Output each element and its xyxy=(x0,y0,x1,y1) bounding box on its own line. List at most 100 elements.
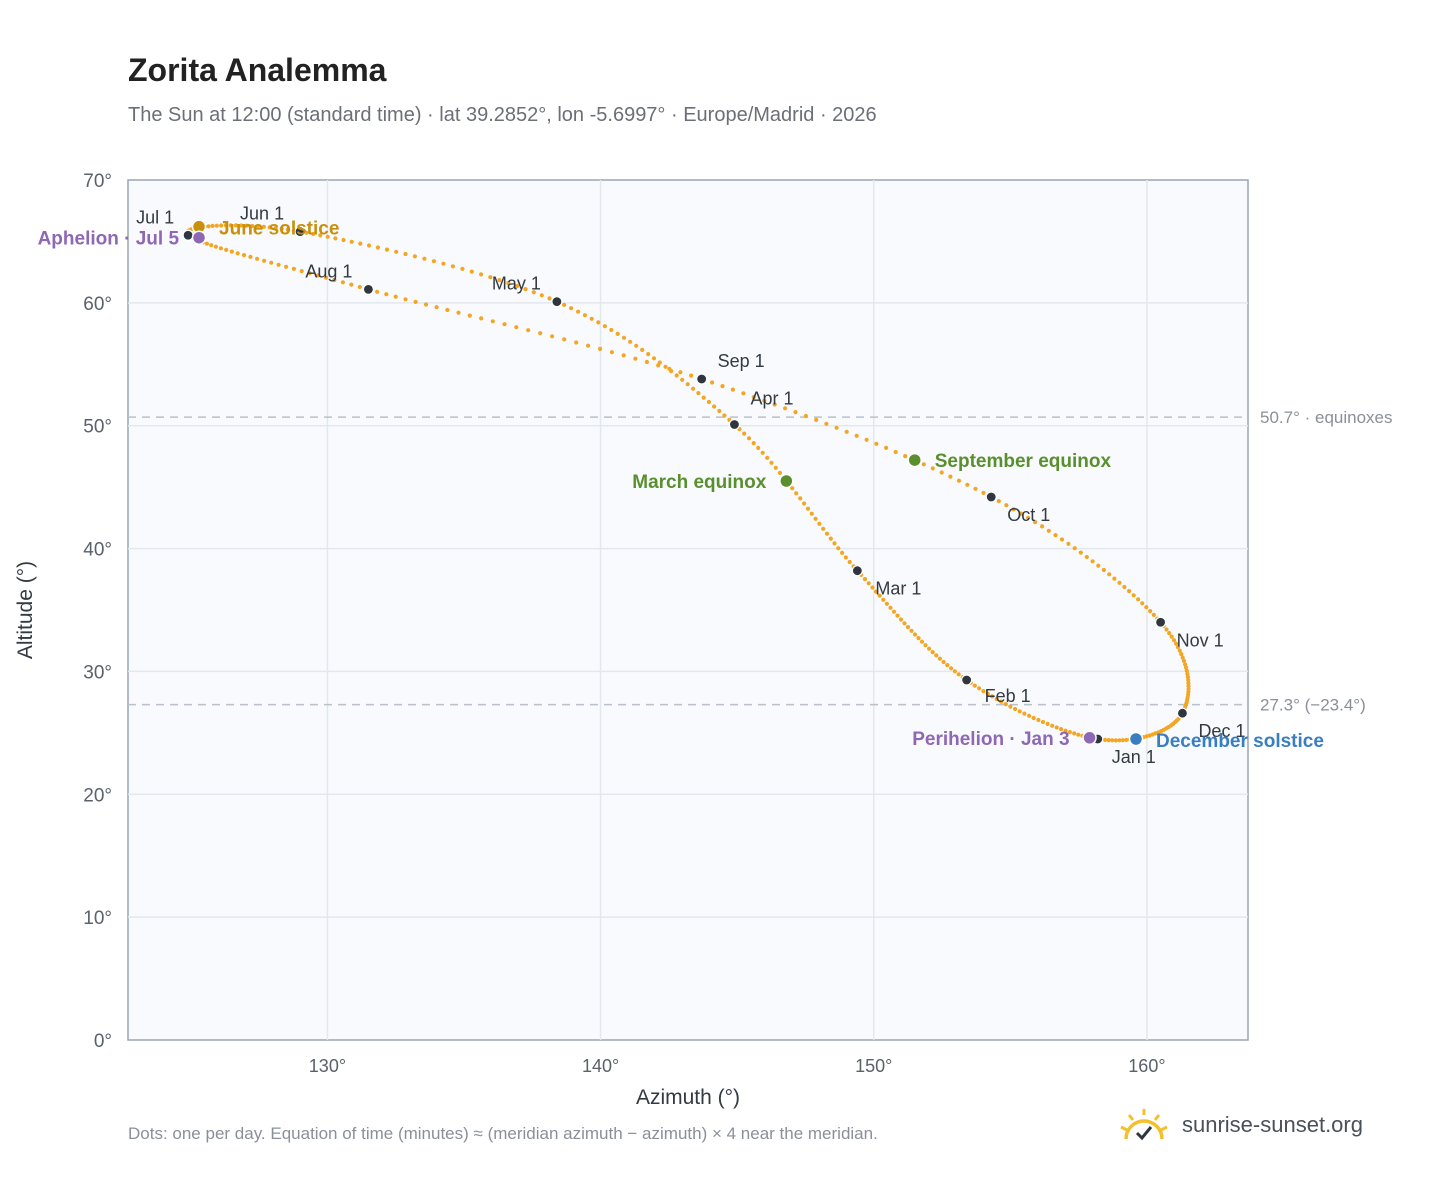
month-label: Apr 1 xyxy=(750,388,793,408)
day-dot xyxy=(994,696,999,702)
day-dot xyxy=(895,613,900,618)
day-dot xyxy=(1046,528,1051,533)
day-dot xyxy=(1072,546,1077,551)
day-dot xyxy=(261,224,266,229)
day-dot xyxy=(678,370,683,375)
day-dot xyxy=(213,244,218,249)
grid xyxy=(128,180,1248,1040)
day-dot xyxy=(1174,641,1179,646)
event-markers: June solstice Aphelion · Jul 5 March equin… xyxy=(38,219,1324,752)
day-dot xyxy=(893,449,898,455)
day-dot xyxy=(765,455,770,460)
month-dot xyxy=(851,565,863,577)
day-dot xyxy=(927,646,932,651)
day-dot xyxy=(248,254,253,259)
day-dot xyxy=(965,482,970,487)
day-dot xyxy=(497,278,502,283)
day-dot xyxy=(1076,732,1081,737)
day-dot xyxy=(318,233,323,238)
day-dot xyxy=(742,431,747,436)
day-dot xyxy=(949,666,954,671)
day-dot xyxy=(916,636,921,641)
day-dot xyxy=(1040,719,1046,725)
day-dot xyxy=(934,653,939,658)
day-dot xyxy=(241,253,247,258)
day-dot xyxy=(772,402,777,407)
day-dot xyxy=(1131,593,1136,598)
month-label: Nov 1 xyxy=(1177,630,1224,650)
day-dot xyxy=(284,264,289,269)
month-label: Jul 1 xyxy=(136,207,174,227)
y-tick-label: 50° xyxy=(83,417,112,438)
day-dot xyxy=(562,302,567,307)
day-dot xyxy=(204,241,209,246)
day-dot xyxy=(224,247,229,252)
event-label: September equinox xyxy=(935,451,1112,472)
day-dot xyxy=(930,466,935,471)
day-dot xyxy=(506,281,511,286)
day-dot xyxy=(1113,738,1118,743)
day-dot xyxy=(1148,609,1153,614)
day-dot xyxy=(1106,738,1111,743)
day-dot xyxy=(366,243,372,248)
day-dot xyxy=(691,386,696,391)
day-dot xyxy=(255,224,260,229)
day-dot xyxy=(674,373,679,378)
day-dot xyxy=(701,395,706,400)
event-dot xyxy=(779,473,794,489)
month-dot xyxy=(728,418,741,431)
day-dot xyxy=(773,465,778,470)
day-dot xyxy=(1033,520,1038,525)
day-dot xyxy=(628,339,633,344)
day-dot xyxy=(325,234,330,239)
day-dot xyxy=(229,249,234,254)
day-dot xyxy=(255,256,260,261)
day-dot xyxy=(760,450,765,455)
day-dot xyxy=(456,310,461,315)
day-dot xyxy=(1175,645,1181,650)
reference-line-label: 27.3° (−23.4°) xyxy=(1260,696,1366,715)
day-dot xyxy=(1059,727,1064,732)
month-dot xyxy=(294,226,306,238)
day-dot xyxy=(1018,511,1024,516)
day-dot xyxy=(923,643,928,648)
day-dot xyxy=(802,501,807,506)
day-dot xyxy=(218,246,223,251)
day-dot xyxy=(569,306,574,311)
day-dot xyxy=(870,585,875,590)
day-dot xyxy=(952,669,958,674)
day-dot xyxy=(1186,684,1191,689)
day-dot xyxy=(1167,631,1172,636)
day-dot xyxy=(633,356,638,361)
x-tick-label: 140° xyxy=(582,1056,619,1076)
day-dot xyxy=(1120,738,1125,743)
day-dot xyxy=(821,526,826,531)
day-dot xyxy=(824,421,829,426)
day-dot xyxy=(651,356,657,361)
day-dot xyxy=(431,259,436,264)
month-label: Oct 1 xyxy=(1007,505,1050,525)
day-dot xyxy=(1054,725,1059,730)
day-dot xyxy=(1067,730,1072,735)
day-dot xyxy=(223,223,228,228)
day-dot xyxy=(393,294,398,299)
day-dot xyxy=(805,506,811,511)
day-dot xyxy=(574,340,579,345)
day-dot xyxy=(891,609,897,614)
day-dot xyxy=(903,454,908,459)
day-dot xyxy=(689,373,694,378)
day-dot xyxy=(836,546,841,551)
day-dot xyxy=(847,559,852,565)
event-dot xyxy=(907,452,922,468)
day-dot xyxy=(1169,634,1174,639)
brand-logo[interactable]: sunrise-sunset.org xyxy=(1118,1100,1363,1150)
day-dot xyxy=(1147,733,1152,738)
day-dot xyxy=(656,363,661,368)
day-dot xyxy=(1144,605,1149,610)
day-dot xyxy=(206,224,211,229)
day-dot xyxy=(809,511,814,516)
day-dot xyxy=(834,425,839,430)
day-dot xyxy=(634,343,639,348)
day-dot xyxy=(403,251,408,257)
axis-ticks: 130° 140° 150° 160° 0° 10° 20° 30° 40° 50° 60° 70° xyxy=(83,171,1165,1076)
